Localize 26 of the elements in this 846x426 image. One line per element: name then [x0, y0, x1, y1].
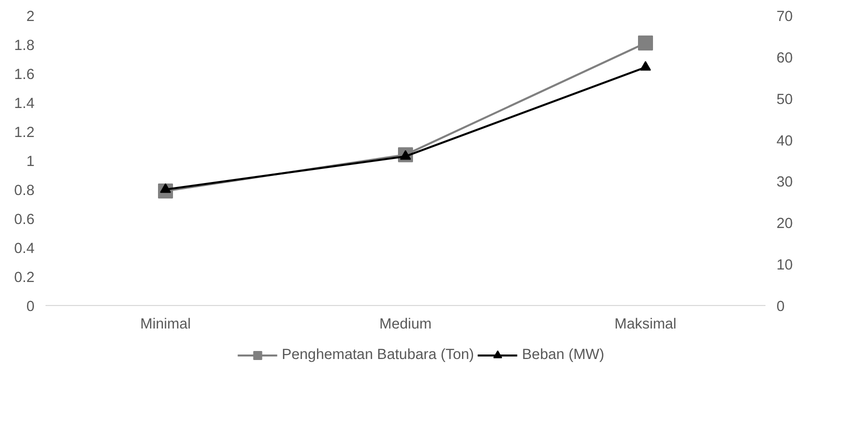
y-tick-label: 1.6 [14, 67, 34, 83]
y-tick-label: 1.4 [14, 96, 34, 112]
y-tick-label: 0 [26, 299, 35, 315]
point [640, 61, 651, 71]
point [638, 36, 653, 51]
y-tick-label: 1 [26, 154, 35, 170]
y2-tick-label: 40 [776, 133, 793, 150]
y-tick-label: 0.6 [14, 212, 34, 228]
y-tick-label: 0.2 [14, 270, 34, 286]
y2-tick-label: 50 [776, 92, 793, 108]
y2-tick-label: 70 [776, 9, 793, 25]
legend-label: Beban (MW) [522, 347, 604, 363]
legend-label: Penghematan Batubara (Ton) [282, 347, 474, 363]
y2-tick-label: 60 [776, 50, 793, 66]
y-tick-label: 1.8 [14, 38, 34, 54]
x-tick-label: Maksimal [614, 316, 676, 332]
y2-tick-label: 10 [776, 258, 793, 274]
x-tick-label: Medium [379, 316, 432, 332]
y2-tick-label: 20 [776, 216, 793, 232]
y-tick-label: 1.2 [14, 125, 34, 141]
y2-tick-label: 0 [776, 299, 785, 315]
x-tick-label: Minimal [140, 316, 191, 332]
y-tick-label: 0.4 [14, 241, 34, 257]
y-tick-label: 0.8 [14, 183, 34, 199]
y-tick-label: 2 [26, 9, 35, 25]
y2-tick-label: 30 [776, 174, 793, 191]
